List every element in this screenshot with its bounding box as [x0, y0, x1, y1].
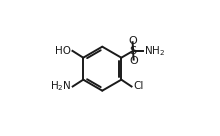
Text: S: S: [130, 46, 137, 56]
Text: H$_2$N: H$_2$N: [50, 80, 71, 93]
Text: O: O: [128, 36, 137, 46]
Text: Cl: Cl: [133, 81, 143, 92]
Text: HO: HO: [55, 46, 71, 56]
Text: O: O: [129, 56, 138, 66]
Text: NH$_2$: NH$_2$: [144, 44, 165, 58]
